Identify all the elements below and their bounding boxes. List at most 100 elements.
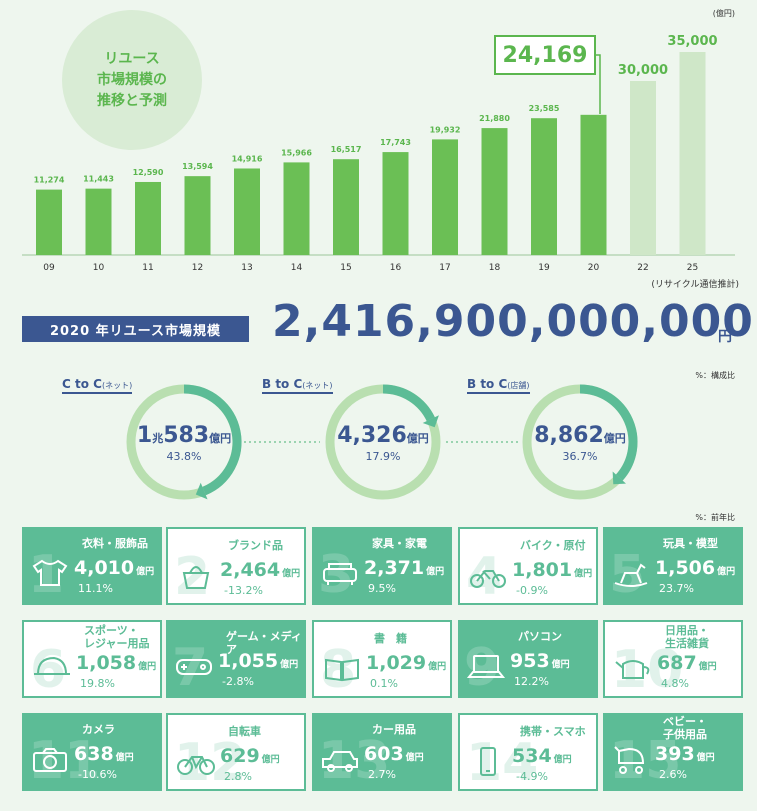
shirt-icon: [32, 559, 68, 586]
category-value: 1,055 億円: [218, 650, 298, 672]
category-value-number: 534: [512, 745, 552, 767]
category-card: 1 衣料・服飾品 4,010 億円 11.1%: [22, 527, 162, 605]
category-name: スポーツ・ レジャー用品: [84, 624, 149, 650]
ring-share-arc: [579, 384, 638, 481]
ring-share-arc: [183, 384, 242, 496]
bar-25: [679, 52, 706, 255]
stroller-icon: [614, 746, 645, 774]
category-value-number: 1,029: [366, 652, 427, 674]
bar-value-label: 12,590: [133, 168, 164, 177]
categories-note: %：前年比: [695, 513, 735, 522]
category-value: 638 億円: [74, 743, 134, 765]
category-value-number: 603: [364, 743, 404, 765]
bar-value-label: 35,000: [667, 34, 717, 49]
sofa-icon: [323, 563, 357, 585]
cap-icon: [34, 656, 70, 675]
category-name: ブランド品: [228, 539, 283, 552]
category-name-line: 生活雑貨: [665, 637, 709, 650]
bar-value-label: 17,743: [380, 138, 411, 147]
title-line-2: 市場規模の: [97, 71, 167, 88]
bar-12: [184, 176, 211, 255]
total-market-value: 2,416,900,000,000: [272, 296, 754, 347]
category-value-unit: 億円: [136, 567, 155, 577]
category-name-line: 日用品・: [665, 624, 709, 637]
category-yoy-change: -10.6%: [78, 768, 117, 781]
category-yoy-change: -13.2%: [224, 584, 263, 597]
x-tick-label: 12: [192, 263, 203, 273]
bar-17: [432, 139, 458, 255]
bar-11: [135, 181, 161, 255]
x-tick-label: 16: [390, 263, 402, 273]
segment-share: 17.9%: [365, 450, 401, 463]
category-card: 2 ブランド品 2,464 億円 -13.2%: [166, 527, 306, 607]
category-name: カメラ: [82, 723, 115, 736]
category-name: 日用品・ 生活雑貨: [665, 624, 709, 650]
category-value-number: 953: [510, 650, 550, 672]
motorcycle-icon: [470, 570, 506, 588]
category-name: パソコン: [518, 630, 562, 643]
x-tick-label: 09: [43, 263, 55, 273]
laptop-icon: [466, 655, 506, 678]
category-rank: 14: [466, 733, 539, 793]
chart-title-bubble: リユース 市場規模の 推移と予測: [62, 10, 202, 150]
category-value: 2,464 億円: [220, 559, 300, 581]
x-tick-label: 19: [538, 263, 550, 273]
category-card: 11 カメラ 638 億円 -10.6%: [22, 713, 162, 791]
category-yoy-change: 2.8%: [224, 770, 252, 783]
category-rank: 12: [174, 733, 247, 793]
category-name-line: 家具・家電: [372, 537, 427, 550]
ring-share-arc: [382, 384, 435, 422]
rocking-horse-icon: [614, 563, 648, 587]
x-tick-label: 15: [340, 263, 351, 273]
category-yoy-change: 11.1%: [78, 582, 113, 595]
bar-13: [234, 168, 260, 255]
bar-value-label: 14,916: [232, 154, 263, 163]
category-name: ベビー・ 子供用品: [663, 715, 707, 741]
category-value-unit: 億円: [282, 569, 301, 579]
summary-banner: 2020 年リユース市場規模: [22, 316, 249, 342]
category-card: 7 ゲーム・メディア 1,055 億円 -2.8%: [166, 620, 306, 698]
x-tick-label: 13: [241, 263, 252, 273]
category-name: カー用品: [372, 723, 416, 736]
ring-arrowhead: [612, 471, 626, 485]
category-yoy-change: 12.2%: [514, 675, 549, 688]
bar-value-label: 19,932: [430, 125, 461, 134]
category-value: 1,506 億円: [655, 557, 735, 579]
category-value: 393 億円: [655, 743, 715, 765]
category-value: 1,801 億円: [512, 559, 592, 581]
bar-value-label: 21,880: [479, 114, 510, 123]
category-yoy-change: 2.7%: [368, 768, 396, 781]
segment-label-btoc-store: B to C(店舗): [467, 377, 530, 394]
category-yoy-change: -2.8%: [222, 675, 254, 688]
category-value: 953 億円: [510, 650, 570, 672]
category-rank: 5: [609, 545, 646, 605]
chart-source-note: (リサイクル通信推計): [651, 280, 739, 290]
category-yoy-change: -4.9%: [516, 770, 548, 783]
category-yoy-change: 19.8%: [80, 677, 115, 690]
category-card: 4 バイク・原付 1,801 億円 -0.9%: [458, 527, 598, 607]
category-name-line: 衣料・服飾品: [82, 537, 148, 550]
category-name: 携帯・スマホ: [520, 725, 586, 738]
category-value-number: 4,010: [74, 557, 135, 579]
camera-icon: [33, 748, 67, 772]
category-name-line: パソコン: [518, 630, 562, 643]
category-value-unit: 億円: [115, 753, 134, 763]
category-yoy-change: -0.9%: [516, 584, 548, 597]
category-name-line: 子供用品: [663, 728, 707, 741]
category-value-number: 1,055: [218, 650, 279, 672]
category-value: 534 億円: [512, 745, 572, 767]
category-name-line: 自転車: [228, 725, 261, 738]
highlight-value-box: 24,169: [494, 35, 596, 75]
category-value-number: 1,506: [655, 557, 716, 579]
category-card: 14 携帯・スマホ 534 億円 -4.9%: [458, 713, 598, 793]
category-card: 12 自転車 629 億円 2.8%: [166, 713, 306, 793]
bar-value-label: 11,274: [34, 176, 65, 185]
category-value: 4,010 億円: [74, 557, 154, 579]
category-value-number: 2,464: [220, 559, 281, 581]
category-name: 自転車: [228, 725, 261, 738]
segment-label-sub: (ネット): [101, 381, 133, 390]
category-value-number: 1,058: [76, 652, 137, 674]
bicycle-icon: [177, 756, 215, 775]
bar-09: [36, 189, 62, 255]
